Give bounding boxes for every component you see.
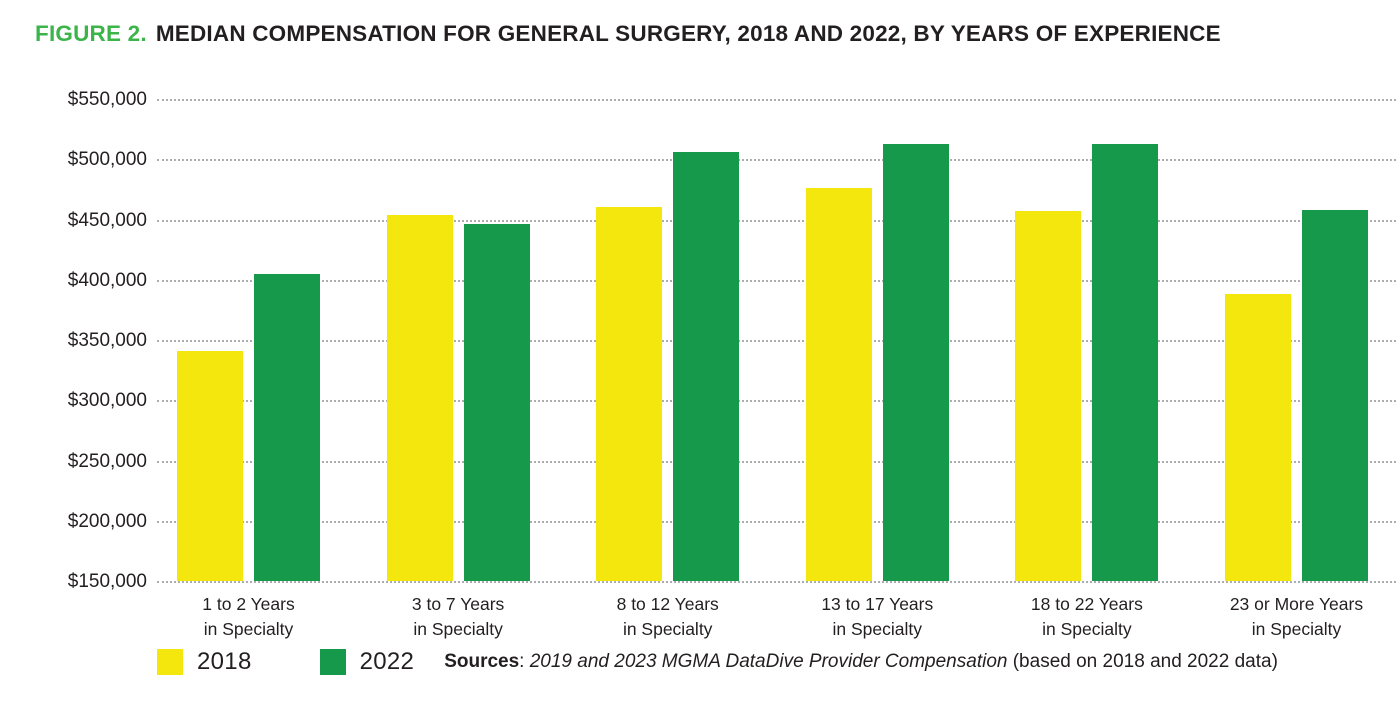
y-axis-tick-label: $450,000	[67, 209, 147, 231]
y-axis-tick-label: $500,000	[67, 149, 147, 171]
gridline: $300,000	[68, 390, 1396, 411]
x-axis-label: 18 to 22 Years in Specialty	[1030, 594, 1143, 639]
gridline: $550,000	[68, 89, 1396, 110]
gridline: $350,000	[68, 330, 1396, 351]
legend-swatch-2018	[157, 649, 183, 675]
bar-2018	[1015, 211, 1082, 581]
gridline: $150,000	[68, 571, 1396, 592]
sources-label: Sources	[444, 651, 520, 672]
bar-2022	[673, 152, 740, 581]
bar-group: 8 to 12 Years in Specialty	[596, 152, 740, 639]
bar-group: 3 to 7 Years in Specialty	[386, 214, 530, 639]
bar-group: 23 or More Years in Specialty	[1224, 209, 1368, 639]
figure-title: FIGURE 2. MEDIAN COMPENSATION FOR GENERAL…	[35, 21, 1221, 47]
bar-2022	[254, 273, 320, 581]
figure-number-label: FIGURE 2.	[35, 21, 147, 46]
legend-label: 2022	[359, 648, 415, 675]
x-axis-label: 13 to 17 Years in Specialty	[821, 594, 934, 639]
bar-2022	[463, 224, 530, 581]
sources-basis: (based on 2018 and 2022 data)	[1007, 651, 1278, 672]
bar-2018	[1224, 294, 1291, 581]
bar-2022	[882, 143, 949, 581]
x-axis-label: 3 to 7 Years in Specialty	[411, 594, 505, 639]
bar-group: 13 to 17 Years in Specialty	[805, 143, 949, 639]
y-axis-tick-label: $200,000	[67, 510, 147, 532]
gridline: $400,000	[68, 270, 1396, 291]
legend: 2018 2022	[157, 648, 414, 676]
bar-2022	[1301, 209, 1368, 581]
chart-footer: 2018 2022 Sources: 2019 and 2023 MGMA Dat…	[157, 648, 1278, 676]
gridline: $500,000	[68, 149, 1396, 170]
y-axis-tick-label: $550,000	[67, 89, 147, 110]
figure-title-text: MEDIAN COMPENSATION FOR GENERAL SURGERY,…	[155, 21, 1221, 46]
x-axis-label: 23 or More Years in Specialty	[1229, 594, 1364, 639]
sources-note: Sources: 2019 and 2023 MGMA DataDive Pro…	[444, 651, 1278, 673]
bar-2018	[805, 188, 872, 581]
legend-item-2018: 2018	[157, 648, 252, 676]
plot-area: $550,000 $500,000 $450,000 $400,000 $350,000…	[68, 89, 1396, 639]
gridline: $200,000	[68, 511, 1396, 532]
legend-label: 2018	[197, 648, 252, 675]
bar-2018	[596, 207, 663, 581]
legend-swatch-2022	[319, 649, 346, 675]
gridline: $450,000	[68, 210, 1396, 231]
sources-separator: :	[519, 651, 530, 672]
bars-row: 1 to 2 Years in Specialty 3 to 7 Years in S…	[157, 99, 1396, 639]
bar-2018	[386, 214, 453, 581]
gridline: $250,000	[68, 451, 1396, 472]
y-axis-tick-label: $150,000	[67, 571, 147, 592]
x-axis-label: 8 to 12 Years in Specialty	[616, 594, 719, 639]
bar-group: 1 to 2 Years in Specialty	[177, 273, 320, 639]
y-axis-tick-label: $400,000	[67, 269, 147, 291]
y-axis-tick-label: $350,000	[67, 330, 147, 351]
y-axis-tick-label: $300,000	[67, 390, 147, 412]
bar-2018	[177, 350, 243, 581]
y-axis-tick-label: $250,000	[67, 450, 147, 472]
x-axis-label: 1 to 2 Years in Specialty	[202, 594, 295, 639]
bar-group: 18 to 22 Years in Specialty	[1015, 143, 1159, 639]
legend-item-2022: 2022	[319, 648, 415, 676]
sources-citation: 2019 and 2023 MGMA DataDive Provider Com…	[529, 651, 1008, 672]
bar-2022	[1092, 143, 1159, 581]
